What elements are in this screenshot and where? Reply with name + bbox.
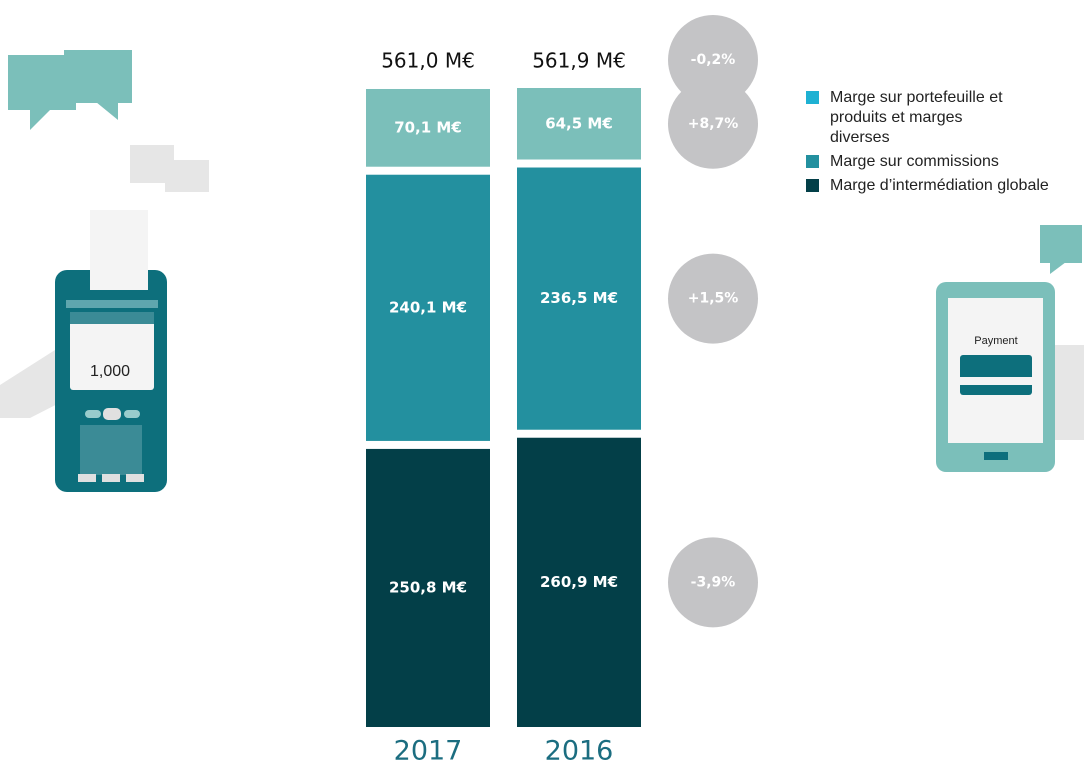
- change-circle: [668, 253, 758, 344]
- change-label: -3,9%: [691, 574, 736, 590]
- legend-item: Marge d’intermédiation globale: [806, 176, 1084, 196]
- value-label: 260,9 M€: [540, 573, 618, 591]
- change-circle: [668, 15, 758, 105]
- bar-segment: [517, 88, 641, 160]
- bar-segment: [366, 174, 490, 441]
- x-tick-label: 2016: [545, 736, 614, 765]
- x-tick-label: 2017: [394, 736, 463, 765]
- legend-swatch: [806, 155, 819, 168]
- change-circle: [668, 78, 758, 169]
- value-label: 240,1 M€: [389, 298, 467, 316]
- bar-segment: [366, 448, 490, 727]
- value-label: 236,5 M€: [540, 289, 618, 307]
- legend: Marge sur portefeuille et produits et ma…: [806, 88, 1084, 200]
- total-label: 561,9 M€: [532, 49, 626, 73]
- change-label: -0,2%: [691, 52, 736, 68]
- change-label: +8,7%: [688, 116, 739, 132]
- total-label: 561,0 M€: [381, 49, 475, 73]
- legend-swatch: [806, 91, 819, 104]
- value-label: 250,8 M€: [389, 578, 467, 596]
- legend-swatch: [806, 179, 819, 192]
- bar-segment: [517, 437, 641, 727]
- legend-label: Marge d’intermédiation globale: [830, 177, 1049, 194]
- change-circle: [668, 537, 758, 628]
- terminal-display: 1,000: [90, 363, 130, 380]
- change-label: +1,5%: [688, 291, 739, 307]
- tablet-label: Payment: [974, 335, 1017, 347]
- value-label: 70,1 M€: [394, 118, 462, 136]
- value-label: 64,5 M€: [545, 114, 613, 132]
- legend-label: Marge sur portefeuille et produits et ma…: [830, 89, 1003, 146]
- legend-item: Marge sur portefeuille et produits et ma…: [806, 88, 1084, 148]
- bar-segment: [517, 167, 641, 430]
- terminal-illustration: 1,000: [0, 50, 209, 492]
- legend-label: Marge sur commissions: [830, 153, 999, 170]
- tablet-illustration: Payment: [936, 225, 1084, 472]
- bar-segment: [366, 88, 490, 167]
- legend-item: Marge sur commissions: [806, 152, 1084, 172]
